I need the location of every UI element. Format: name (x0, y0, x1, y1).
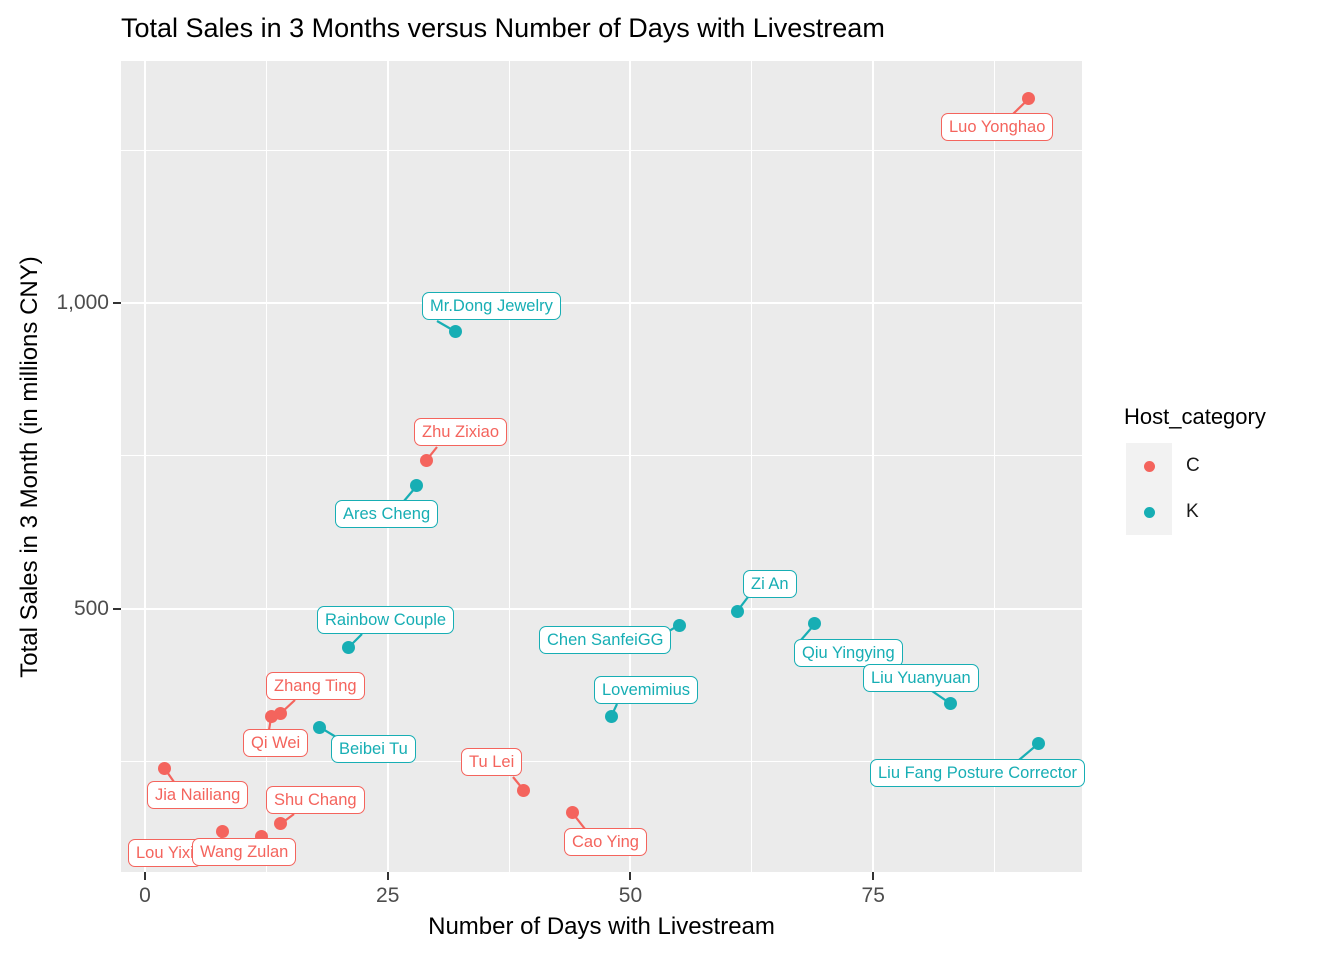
data-point (410, 479, 424, 493)
gridline-minor-y (121, 149, 1082, 151)
repel-label: Chen SanfeiGG (539, 626, 672, 654)
legend-dot (1143, 460, 1155, 472)
gridline-minor-x (265, 61, 267, 872)
gridline-major-x (386, 61, 389, 872)
gridline-minor-x (994, 61, 996, 872)
gridline-minor-y (121, 760, 1082, 762)
data-point (313, 720, 327, 734)
x-tick-label: 75 (861, 884, 885, 907)
repel-label: Beibei Tu (331, 735, 416, 763)
repel-label: Liu Yuanyuan (863, 664, 979, 692)
data-point (672, 618, 686, 632)
data-point (517, 783, 531, 797)
gridline-major-x (143, 61, 146, 872)
repel-label: Qiu Yingying (794, 639, 903, 667)
data-point (274, 817, 288, 831)
data-point (565, 806, 579, 820)
y-tick-mark (113, 607, 121, 610)
gridline-minor-x (751, 61, 753, 872)
repel-label: Ares Cheng (335, 500, 439, 528)
chart-title: Total Sales in 3 Months versus Number of… (121, 13, 885, 43)
y-axis-title: Total Sales in 3 Month (in millions CNY) (16, 256, 43, 678)
data-point (604, 710, 618, 724)
repel-label: Qi Wei (243, 729, 309, 757)
data-point (808, 617, 822, 631)
data-point (944, 697, 958, 711)
repel-label: Liu Fang Posture Corrector (870, 759, 1086, 787)
gridline-major-x (872, 61, 875, 872)
legend-title: Host_category (1124, 404, 1266, 429)
gridline-minor-y (121, 455, 1082, 457)
repel-label: Cao Ying (564, 828, 647, 856)
x-tick-label: 0 (139, 884, 151, 907)
legend-dot (1143, 506, 1155, 518)
x-tick-mark (143, 872, 146, 880)
repel-label: Shu Chang (266, 786, 365, 814)
repel-label: Tu Lei (461, 748, 523, 776)
repel-label: Mr.Dong Jewelry (422, 292, 561, 320)
repel-label: Zi An (743, 570, 797, 598)
legend-label: K (1186, 501, 1199, 522)
legend-label: C (1186, 455, 1200, 476)
data-point (342, 640, 356, 654)
data-point (449, 325, 463, 339)
data-point (157, 761, 171, 775)
repel-label: Rainbow Couple (317, 606, 455, 634)
gridline-major-y (121, 607, 1082, 610)
gridline-minor-x (508, 61, 510, 872)
x-axis-title: Number of Days with Livestream (428, 913, 775, 940)
repel-label: Luo Yonghao (941, 113, 1054, 141)
x-tick-mark (629, 872, 632, 880)
y-tick-label: 500 (73, 596, 109, 620)
x-tick-mark (386, 872, 389, 880)
repel-label: Wang Zulan (192, 838, 297, 866)
x-tick-mark (872, 872, 875, 880)
repel-label: Zhang Ting (266, 672, 365, 700)
y-tick-label: 1,000 (56, 291, 109, 315)
x-tick-label: 50 (618, 884, 643, 907)
gridline-major-y (121, 302, 1082, 305)
repel-label: Jia Nailiang (147, 781, 249, 809)
data-point (264, 710, 278, 724)
data-point (1022, 92, 1036, 106)
data-point (730, 604, 744, 618)
data-point (420, 453, 434, 467)
y-tick-mark (113, 302, 121, 305)
repel-label: Zhu Zixiao (414, 418, 508, 446)
x-tick-label: 25 (376, 884, 400, 907)
data-point (1031, 737, 1045, 751)
data-point (216, 824, 230, 838)
gridline-major-x (629, 61, 632, 872)
repel-label: Lou Yixi (128, 839, 202, 867)
repel-label: Lovemimius (594, 676, 699, 704)
